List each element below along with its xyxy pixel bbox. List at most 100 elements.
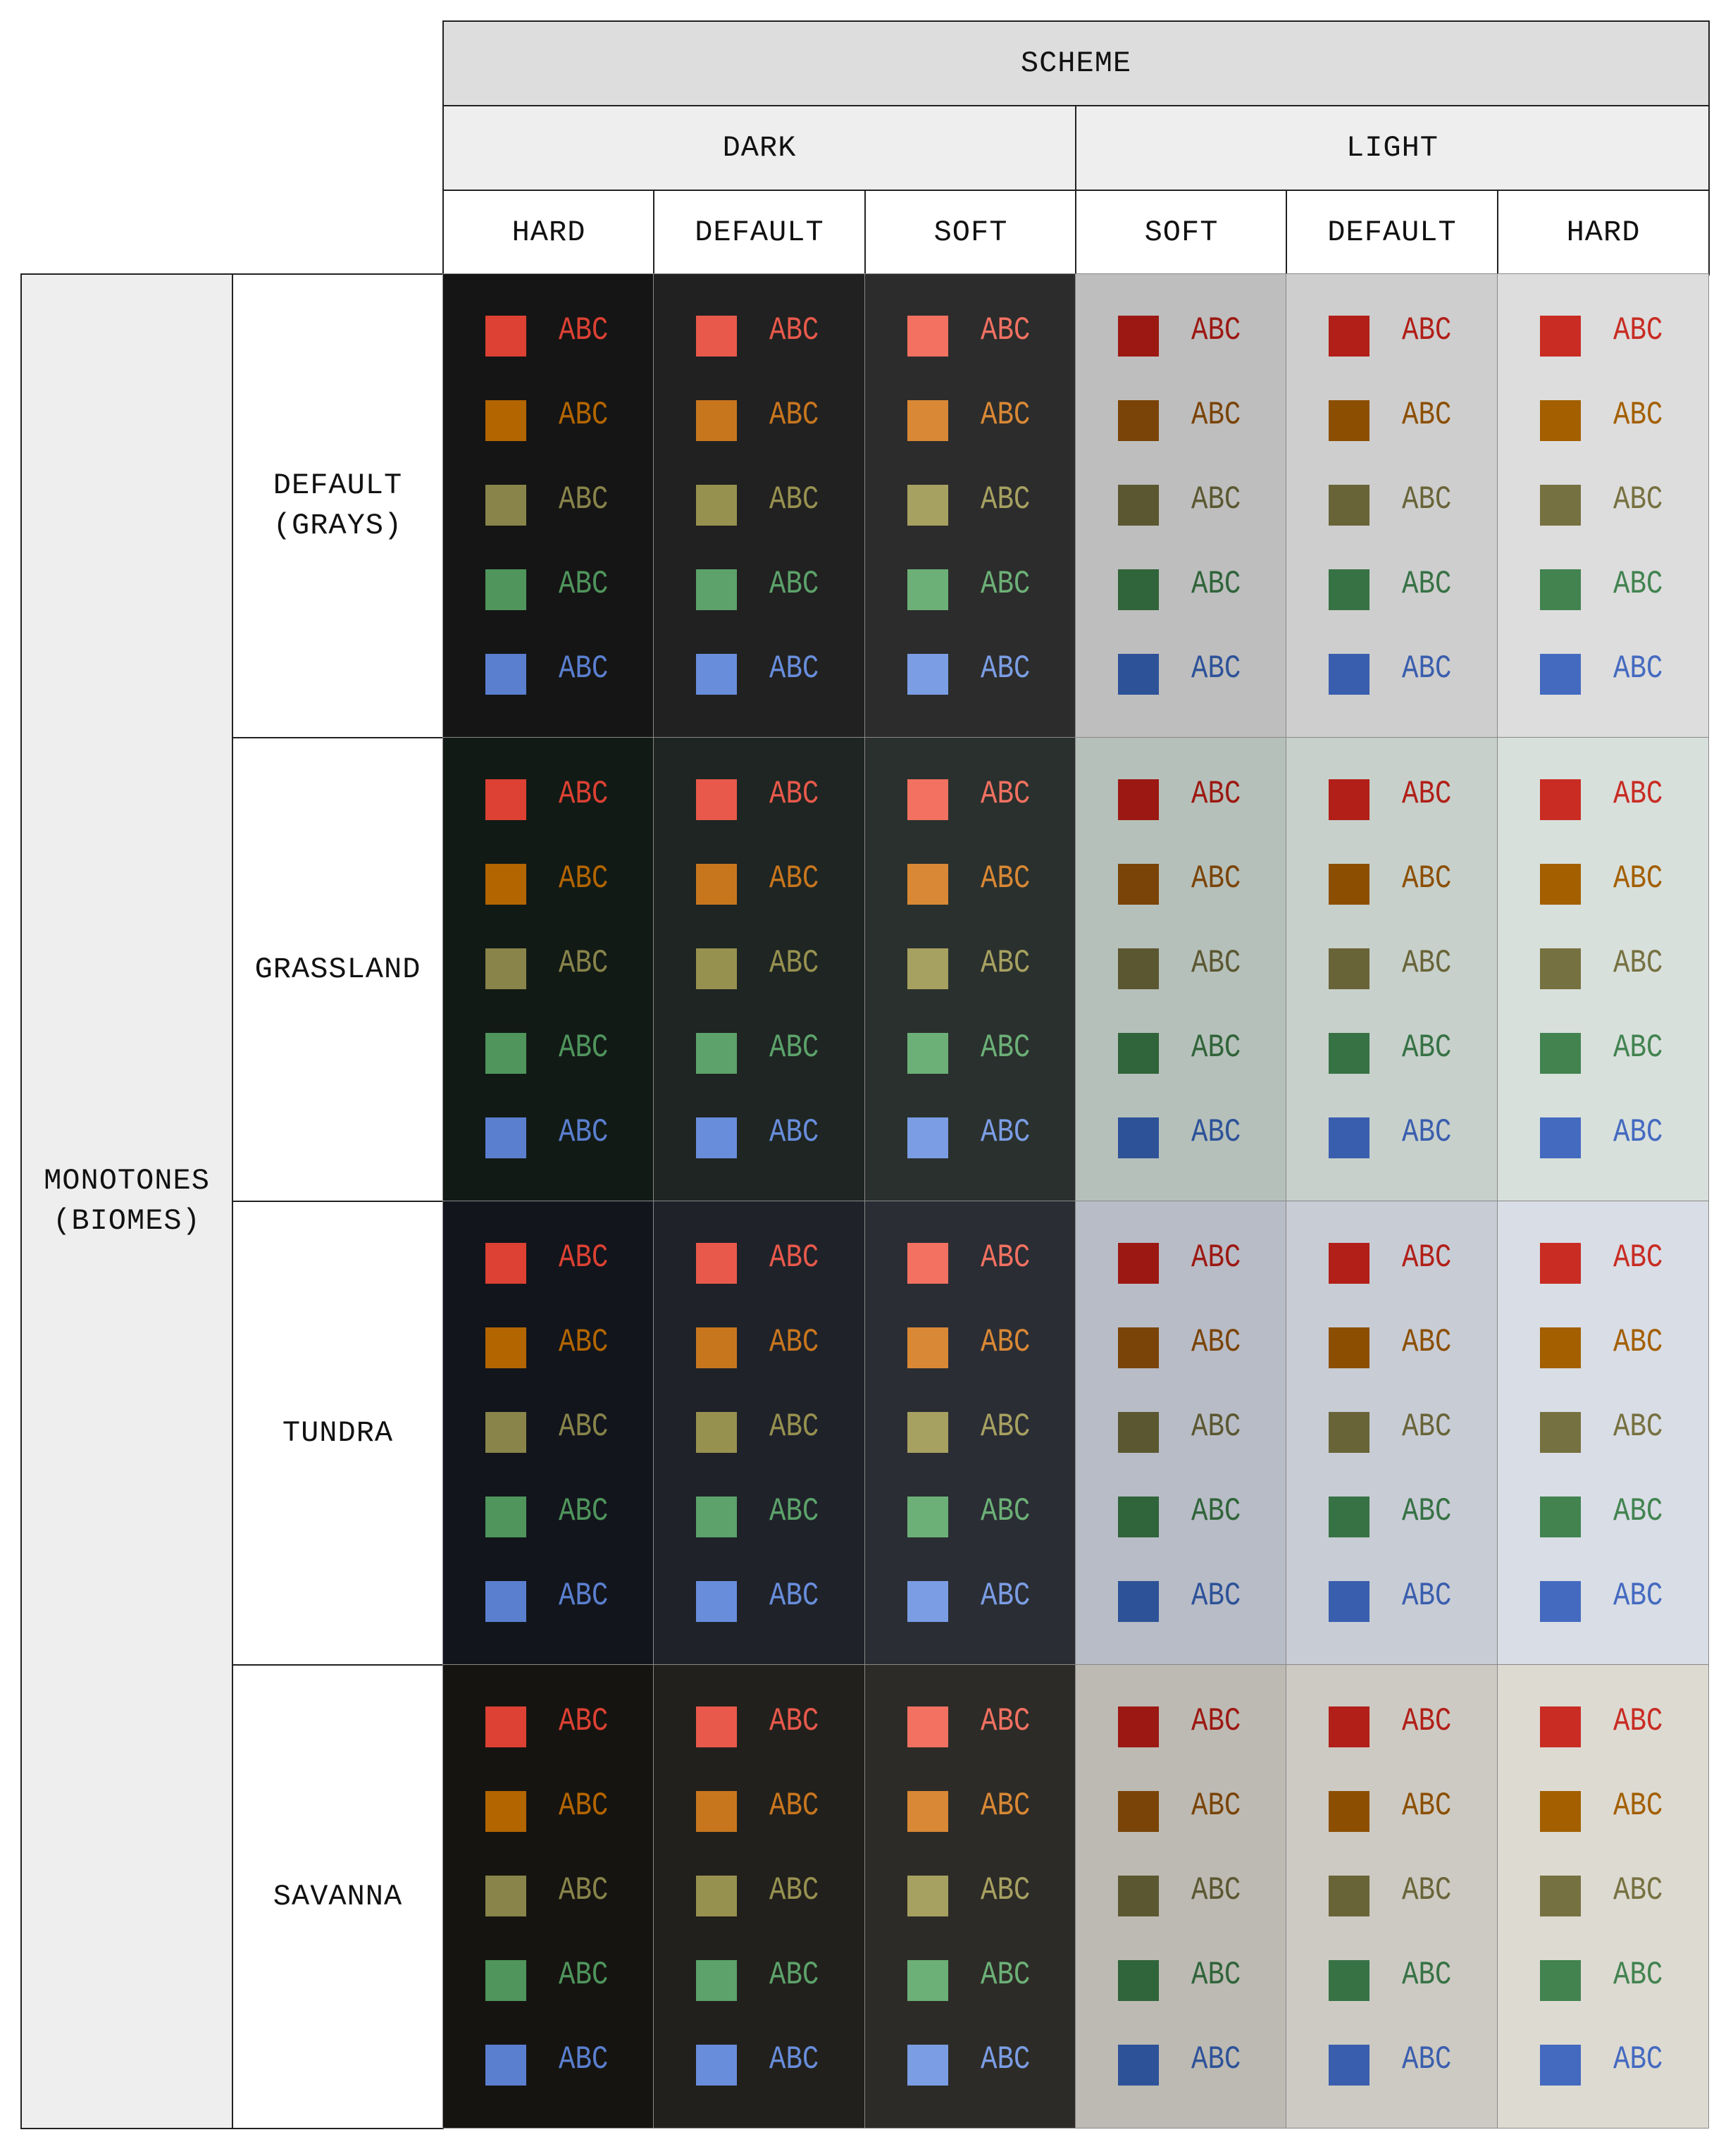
color-swatch xyxy=(696,654,737,695)
sample-text: ABC xyxy=(981,1957,1031,1993)
scheme-cell xyxy=(1075,1201,1287,1665)
color-swatch xyxy=(1329,1791,1369,1832)
sample-text: ABC xyxy=(1402,397,1452,433)
sample-text: ABC xyxy=(1402,1493,1452,1530)
color-swatch xyxy=(696,400,737,441)
color-swatch xyxy=(1540,1497,1581,1537)
color-swatch xyxy=(1329,1706,1369,1747)
sample-text: ABC xyxy=(1613,1408,1663,1445)
scheme-cell xyxy=(1286,1664,1498,2129)
header-scheme: SCHEME xyxy=(442,20,1710,106)
sample-text: ABC xyxy=(1613,2041,1663,2078)
sample-text: ABC xyxy=(1191,1324,1241,1361)
color-swatch xyxy=(907,569,948,610)
sample-text: ABC xyxy=(1613,1493,1663,1530)
color-swatch xyxy=(907,316,948,357)
sample-text: ABC xyxy=(769,650,819,687)
sample-text: ABC xyxy=(981,1703,1031,1740)
sample-text: ABC xyxy=(769,312,819,349)
color-swatch xyxy=(1329,654,1369,695)
sample-text: ABC xyxy=(559,397,609,433)
header-column-default: DEFAULT xyxy=(1286,190,1498,275)
sample-text: ABC xyxy=(769,1872,819,1909)
sample-text: ABC xyxy=(559,1114,609,1151)
color-swatch xyxy=(1118,2045,1159,2086)
color-swatch xyxy=(907,1497,948,1537)
sample-text: ABC xyxy=(1191,1788,1241,1824)
sample-text: ABC xyxy=(1402,1324,1452,1361)
scheme-cell xyxy=(1497,1664,1709,2129)
color-swatch xyxy=(907,485,948,526)
sample-text: ABC xyxy=(1191,481,1241,518)
sample-text: ABC xyxy=(769,1578,819,1614)
color-swatch xyxy=(1118,1706,1159,1747)
color-swatch xyxy=(1329,1033,1369,1074)
color-swatch xyxy=(1540,1243,1581,1284)
scheme-cell xyxy=(442,273,654,738)
sample-text: ABC xyxy=(1613,1788,1663,1824)
header-column-hard: HARD xyxy=(1497,190,1710,275)
header-column-default: DEFAULT xyxy=(653,190,866,275)
sample-text: ABC xyxy=(1402,1239,1452,1276)
color-swatch xyxy=(1118,1581,1159,1622)
color-swatch xyxy=(1329,1117,1369,1158)
color-swatch xyxy=(1329,1876,1369,1916)
sample-text: ABC xyxy=(1613,566,1663,602)
color-swatch xyxy=(907,1327,948,1368)
header-column-hard: HARD xyxy=(442,190,655,275)
sample-text: ABC xyxy=(1191,566,1241,602)
color-swatch xyxy=(907,779,948,820)
color-swatch xyxy=(485,1327,526,1368)
color-swatch xyxy=(485,1033,526,1074)
sample-text: ABC xyxy=(559,1703,609,1740)
sample-text: ABC xyxy=(1402,481,1452,518)
color-swatch xyxy=(1118,400,1159,441)
sample-text: ABC xyxy=(1613,1578,1663,1614)
color-swatch xyxy=(907,1117,948,1158)
color-swatch xyxy=(485,1497,526,1537)
sample-text: ABC xyxy=(1191,945,1241,981)
color-swatch xyxy=(696,1581,737,1622)
color-swatch xyxy=(696,2045,737,2086)
sample-text: ABC xyxy=(1613,650,1663,687)
sample-text: ABC xyxy=(559,1872,609,1909)
sample-text: ABC xyxy=(1613,945,1663,981)
color-swatch xyxy=(696,1412,737,1453)
sample-text: ABC xyxy=(1191,1957,1241,1993)
header-column-soft: SOFT xyxy=(864,190,1077,275)
scheme-cell xyxy=(1497,1201,1709,1665)
sample-text: ABC xyxy=(981,481,1031,518)
scheme-cell xyxy=(864,1201,1076,1665)
color-swatch xyxy=(485,1960,526,2001)
color-swatch xyxy=(1118,1412,1159,1453)
sample-text: ABC xyxy=(1191,1493,1241,1530)
sample-text: ABC xyxy=(1613,1239,1663,1276)
color-swatch xyxy=(485,1581,526,1622)
color-swatch xyxy=(1540,864,1581,905)
color-swatch xyxy=(1540,654,1581,695)
scheme-cell xyxy=(653,1201,865,1665)
color-swatch xyxy=(1118,654,1159,695)
header-column-soft: SOFT xyxy=(1075,190,1288,275)
color-swatch xyxy=(696,1960,737,2001)
sample-text: ABC xyxy=(559,1957,609,1993)
row-label-grassland: GRASSLAND xyxy=(232,737,444,1202)
sample-text: ABC xyxy=(559,312,609,349)
sample-text: ABC xyxy=(981,1408,1031,1445)
sample-text: ABC xyxy=(769,397,819,433)
sample-text: ABC xyxy=(1402,1872,1452,1909)
sample-text: ABC xyxy=(1191,860,1241,897)
color-swatch xyxy=(1329,948,1369,989)
color-swatch xyxy=(485,1876,526,1916)
color-swatch xyxy=(1118,1497,1159,1537)
color-swatch xyxy=(1540,1412,1581,1453)
sample-text: ABC xyxy=(1402,860,1452,897)
color-swatch xyxy=(1329,1243,1369,1284)
sample-text: ABC xyxy=(981,566,1031,602)
sample-text: ABC xyxy=(559,1493,609,1530)
sample-text: ABC xyxy=(769,1029,819,1066)
row-label-default: DEFAULT (GRAYS) xyxy=(232,273,444,738)
color-swatch xyxy=(485,569,526,610)
scheme-cell xyxy=(864,1664,1076,2129)
sample-text: ABC xyxy=(1402,2041,1452,2078)
